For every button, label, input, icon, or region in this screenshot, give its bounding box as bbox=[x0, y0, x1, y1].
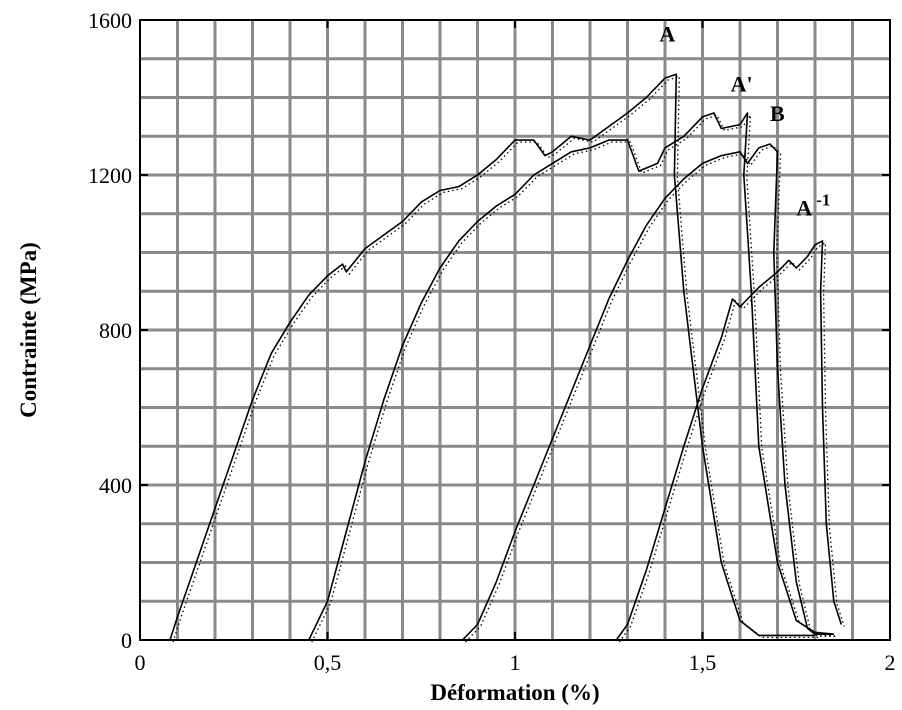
y-tick-label: 1600 bbox=[88, 8, 132, 33]
x-tick-label: 2 bbox=[885, 650, 896, 675]
curve-label: A bbox=[796, 196, 812, 221]
series-line bbox=[308, 112, 834, 641]
y-tick-label: 400 bbox=[99, 473, 132, 498]
x-tick-label: 1,5 bbox=[689, 650, 717, 675]
curve-labels: AA'BA -1 bbox=[659, 21, 830, 220]
series-curves bbox=[169, 73, 845, 643]
y-tick-label: 1200 bbox=[88, 163, 132, 188]
series-line bbox=[461, 143, 834, 641]
curve-label: A bbox=[659, 21, 675, 46]
curve-label: A' bbox=[731, 72, 753, 97]
series-dotted-trace bbox=[311, 112, 837, 643]
x-tick-label: 0,5 bbox=[314, 650, 342, 675]
axis-ticks: 0 0,5 1 1,5 2 0 400 800 1200 1600 bbox=[88, 8, 896, 675]
series-line bbox=[169, 73, 815, 641]
y-tick-label: 800 bbox=[99, 318, 132, 343]
curve-label: B bbox=[770, 101, 785, 126]
x-tick-label: 0 bbox=[135, 650, 146, 675]
x-tick-label: 1 bbox=[510, 650, 521, 675]
series-line bbox=[615, 240, 843, 641]
y-axis-title: Contrainte (MPa) bbox=[16, 242, 41, 418]
curve-label-superscript: -1 bbox=[816, 191, 830, 210]
y-tick-label: 0 bbox=[121, 628, 132, 653]
x-axis-title: Déformation (%) bbox=[430, 680, 599, 705]
